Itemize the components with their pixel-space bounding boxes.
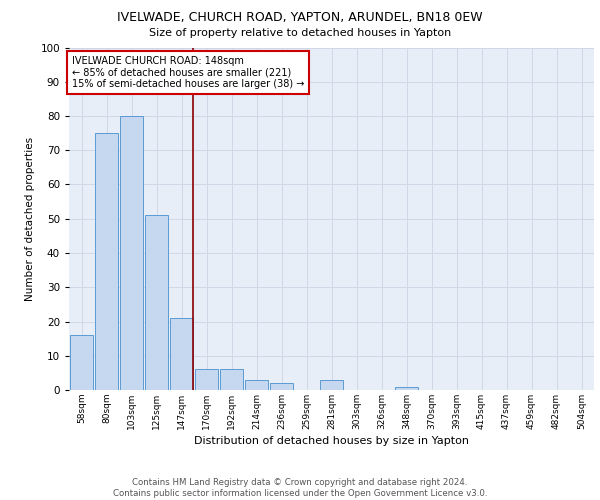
Bar xyxy=(320,380,343,390)
Bar xyxy=(395,386,418,390)
Text: Size of property relative to detached houses in Yapton: Size of property relative to detached ho… xyxy=(149,28,451,38)
Bar xyxy=(145,216,168,390)
Text: IVELWADE CHURCH ROAD: 148sqm
← 85% of detached houses are smaller (221)
15% of s: IVELWADE CHURCH ROAD: 148sqm ← 85% of de… xyxy=(71,56,304,90)
Bar xyxy=(195,370,218,390)
Bar xyxy=(270,383,293,390)
Text: IVELWADE, CHURCH ROAD, YAPTON, ARUNDEL, BN18 0EW: IVELWADE, CHURCH ROAD, YAPTON, ARUNDEL, … xyxy=(117,12,483,24)
Bar xyxy=(120,116,143,390)
Bar xyxy=(95,133,118,390)
Bar xyxy=(220,370,243,390)
Text: Contains HM Land Registry data © Crown copyright and database right 2024.
Contai: Contains HM Land Registry data © Crown c… xyxy=(113,478,487,498)
Bar xyxy=(170,318,193,390)
Bar xyxy=(70,335,93,390)
X-axis label: Distribution of detached houses by size in Yapton: Distribution of detached houses by size … xyxy=(194,436,469,446)
Bar xyxy=(245,380,268,390)
Y-axis label: Number of detached properties: Number of detached properties xyxy=(25,136,35,301)
